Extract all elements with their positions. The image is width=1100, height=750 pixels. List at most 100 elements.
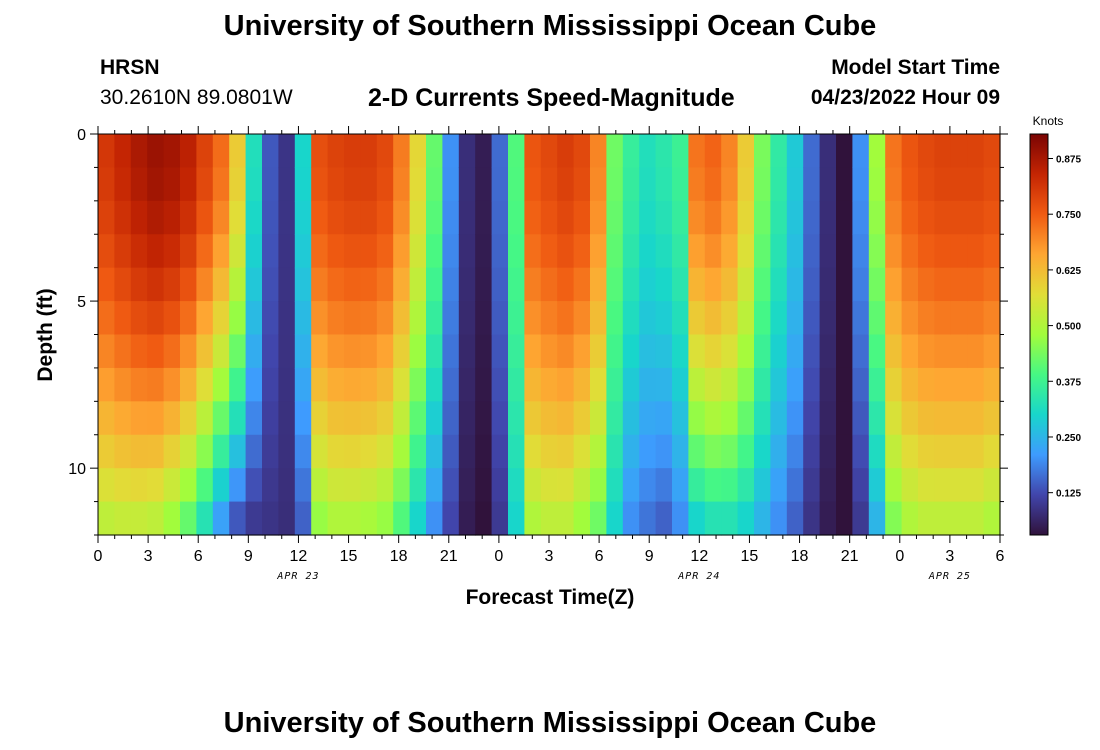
heatmap-cell [327,367,345,402]
heatmap-cell [983,501,1001,536]
heatmap-cell [393,367,411,402]
heatmap-cell [147,501,165,536]
heatmap-cell [212,167,230,202]
heatmap-cell [163,267,181,302]
heatmap-cell [508,134,525,169]
heatmap-cell [294,167,312,202]
heatmap-cell [212,367,230,402]
heatmap-cell [114,267,132,302]
heatmap-cell [704,134,722,169]
heatmap-cell [934,167,952,202]
heatmap-cell [262,267,279,302]
heatmap-cell [180,468,197,503]
heatmap-cell [130,334,148,369]
heatmap-cell [212,234,230,269]
heatmap-cell [868,501,886,536]
heatmap-cell [819,367,837,402]
heatmap-cell [458,134,476,169]
heatmap-cell [655,334,673,369]
heatmap-cell [590,367,607,402]
heatmap-cell [622,301,640,336]
heatmap-cell [967,367,985,402]
heatmap-cell [672,334,689,369]
heatmap-cell [360,301,378,336]
heatmap-cell [327,134,345,169]
heatmap-cell [491,301,509,336]
heatmap-cell [245,434,263,469]
heatmap-cell [934,501,952,536]
heatmap-cell [491,267,509,302]
heatmap-cell [901,234,919,269]
heatmap-cell [754,234,771,269]
heatmap-cell [639,134,657,169]
heatmap-cell [901,301,919,336]
heatmap-cell [508,468,525,503]
heatmap-cell [163,167,181,202]
heatmap-cell [229,334,247,369]
heatmap-cell [229,200,247,235]
heatmap-cell [655,301,673,336]
heatmap-cell [557,367,575,402]
heatmap-cell [622,334,640,369]
heatmap-cell [967,401,985,436]
heatmap-cell [639,301,657,336]
heatmap-cell [508,234,525,269]
heatmap-cell [540,334,558,369]
heatmap-cell [655,401,673,436]
heatmap-cell [475,234,493,269]
heatmap-cell [655,501,673,536]
heatmap-cell [836,234,853,269]
heatmap-cell [672,267,689,302]
heatmap-cell [491,134,509,169]
heatmap-cell [442,334,460,369]
heatmap-cell [639,501,657,536]
heatmap-cell [737,434,755,469]
x-tick-label: 21 [440,548,458,565]
heatmap-cell [803,267,821,302]
heatmap-cell [344,234,361,269]
heatmap-cell [704,367,722,402]
heatmap-cell [278,267,296,302]
heatmap-cell [229,301,247,336]
heatmap-cell [704,434,722,469]
heatmap-cell [245,301,263,336]
heatmap-cell [836,468,853,503]
heatmap-cell [770,401,788,436]
heatmap-cell [508,367,525,402]
heatmap-cell [196,434,214,469]
heatmap-cell [393,334,411,369]
heatmap-cell [540,367,558,402]
x-tick-label: 9 [645,548,654,565]
heatmap-cell [672,301,689,336]
heatmap-cell [967,267,985,302]
y-tick-label: 0 [77,127,86,144]
heatmap-cell [590,401,607,436]
x-tick-label: 21 [841,548,859,565]
heatmap-cell [590,501,607,536]
heatmap-cell [327,167,345,202]
heatmap-cell [114,234,132,269]
heatmap-cell [950,134,968,169]
heatmap-cell [573,167,591,202]
heatmap-cell [786,234,804,269]
heatmap-cell [639,234,657,269]
heatmap-cell [672,200,689,235]
heatmap-cell [819,234,837,269]
heatmap-cell [212,200,230,235]
heatmap-cell [491,200,509,235]
heatmap-cell [737,367,755,402]
heatmap-cell [540,134,558,169]
heatmap-cell [540,401,558,436]
heatmap-cell [557,167,575,202]
heatmap-cell [967,234,985,269]
heatmap-cell [639,434,657,469]
heatmap-cell [360,501,378,536]
heatmap-cell [508,501,525,536]
heatmap-cell [754,501,771,536]
heatmap-cell [98,434,115,469]
heatmap-cell [934,234,952,269]
y-axis: 0 5 10 [68,127,1008,536]
heatmap-cell [98,367,115,402]
heatmap-cell [458,501,476,536]
heatmap-cell [819,401,837,436]
